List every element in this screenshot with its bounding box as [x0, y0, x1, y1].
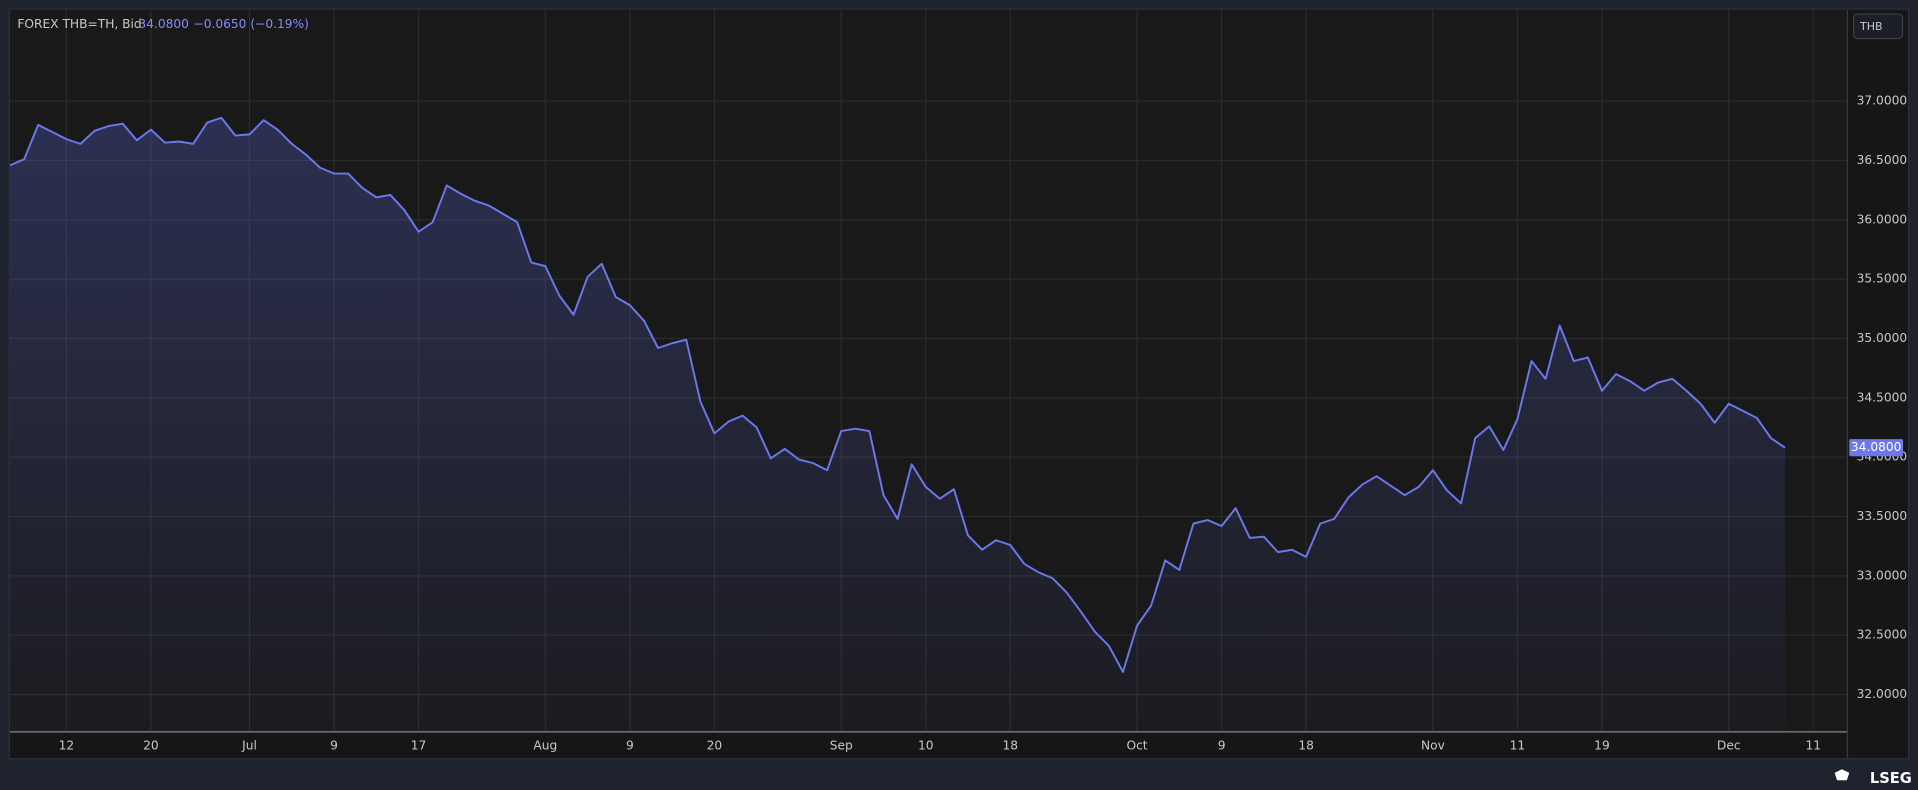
- chart-title: FOREX THB=TH, Bid: [17, 17, 141, 31]
- currency-label[interactable]: THB: [1859, 20, 1883, 33]
- y-tick-label: 32.5000: [1857, 628, 1908, 642]
- x-tick-label: 20: [143, 738, 159, 752]
- y-tick-label: 33.5000: [1857, 509, 1908, 523]
- price-line: [9, 116, 1786, 673]
- y-tick-label: 35.5000: [1857, 272, 1908, 286]
- y-tick-label: 35.0000: [1857, 331, 1908, 345]
- brand-logo: LSEG: [1870, 770, 1912, 787]
- x-tick-label: 18: [1298, 738, 1314, 752]
- x-tick-label: Dec: [1717, 738, 1741, 752]
- x-tick-label: 17: [411, 738, 427, 752]
- x-tick-label: 18: [1002, 738, 1018, 752]
- brand-icon: [1834, 769, 1850, 781]
- last-price-badge: [1849, 439, 1904, 457]
- currency-button[interactable]: [1852, 13, 1904, 40]
- last-price: 34.0800: [138, 17, 189, 31]
- area-fill: [10, 117, 1786, 732]
- x-tick-label: Nov: [1421, 738, 1445, 752]
- x-tick-label: 12: [59, 738, 75, 752]
- x-tick-label: 9: [330, 738, 338, 752]
- y-tick-label: 33.0000: [1857, 568, 1908, 582]
- x-tick-label: 11: [1510, 738, 1526, 752]
- y-tick-label: 36.0000: [1857, 212, 1908, 226]
- price-change: −0.0650 (−0.19%): [193, 17, 308, 31]
- x-tick-label: Jul: [241, 738, 257, 752]
- x-tick-label: 10: [918, 738, 934, 752]
- marks: [9, 116, 1786, 732]
- y-tick-label: 37.0000: [1857, 94, 1908, 108]
- y-tick-label: 36.5000: [1857, 153, 1908, 167]
- y-tick-label: 32.0000: [1857, 687, 1908, 701]
- x-tick-label: 9: [1218, 738, 1226, 752]
- x-tick-label: 11: [1805, 738, 1821, 752]
- x-tick-label: Oct: [1126, 738, 1147, 752]
- last-price-badge-label: 34.0800: [1851, 440, 1902, 454]
- x-tick-label: 19: [1594, 738, 1610, 752]
- x-tick-label: Aug: [533, 738, 557, 752]
- x-tick-label: 20: [707, 738, 723, 752]
- y-tick-label: 34.5000: [1857, 390, 1908, 404]
- x-tick-label: 9: [626, 738, 634, 752]
- x-tick-label: Sep: [830, 738, 853, 752]
